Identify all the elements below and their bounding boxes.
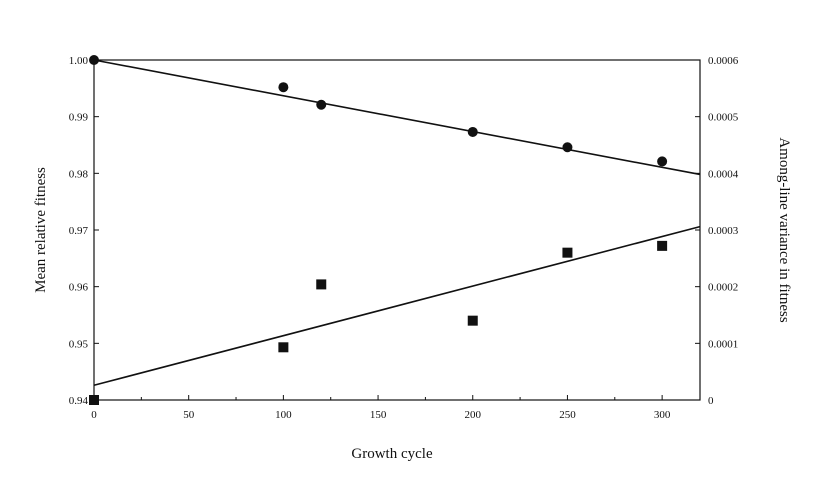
y-left-tick-label: 0.97 xyxy=(69,225,89,237)
y-left-tick-label: 0.96 xyxy=(69,282,89,294)
y-right-tick-label: 0.0002 xyxy=(708,282,738,294)
circle-data-point xyxy=(657,156,668,167)
y-right-tick-label: 0.0006 xyxy=(708,55,739,67)
circle-data-point xyxy=(316,99,327,110)
square-data-point xyxy=(89,395,99,405)
y-left-axis-label: Mean relative fitness xyxy=(33,167,49,293)
square-data-point xyxy=(467,315,478,326)
plot-frame xyxy=(93,59,701,401)
x-tick-label: 200 xyxy=(465,409,482,421)
circle-data-point xyxy=(467,126,478,137)
x-tick-label: 100 xyxy=(275,409,292,421)
square-data-point xyxy=(278,342,289,353)
y-left-tick-label: 0.99 xyxy=(69,112,89,124)
circle-data-point xyxy=(562,142,573,153)
fit-line-series-0 xyxy=(93,59,701,176)
square-data-point xyxy=(657,240,668,251)
fit-line-series-1 xyxy=(93,225,701,387)
data-marks-group xyxy=(89,55,668,405)
y-left-tick-label: 0.98 xyxy=(69,168,89,180)
x-tick-label: 250 xyxy=(559,409,576,421)
y-right-axis-label: Among-line variance in fitness xyxy=(776,137,792,323)
circle-data-point xyxy=(89,55,99,65)
y-right-tick-label: 0 xyxy=(708,395,714,407)
y-left-tick-label: 0.94 xyxy=(69,395,89,407)
y-right-tick-label: 0.0001 xyxy=(708,338,738,350)
y-left-tick-label: 1.00 xyxy=(69,55,89,67)
x-tick-label: 50 xyxy=(183,409,195,421)
square-data-point xyxy=(316,279,327,290)
x-axis-label: Growth cycle xyxy=(351,446,433,462)
y-right-tick-label: 0.0004 xyxy=(708,168,739,180)
square-data-point xyxy=(562,247,573,258)
x-tick-label: 0 xyxy=(91,409,97,421)
y-right-tick-label: 0.0005 xyxy=(708,112,739,124)
y-left-tick-label: 0.95 xyxy=(69,338,89,350)
x-tick-label: 150 xyxy=(370,409,387,421)
x-tick-label: 300 xyxy=(654,409,671,421)
y-right-tick-label: 0.0003 xyxy=(708,225,739,237)
fit-lines-group xyxy=(93,59,701,387)
circle-data-point xyxy=(278,82,289,93)
